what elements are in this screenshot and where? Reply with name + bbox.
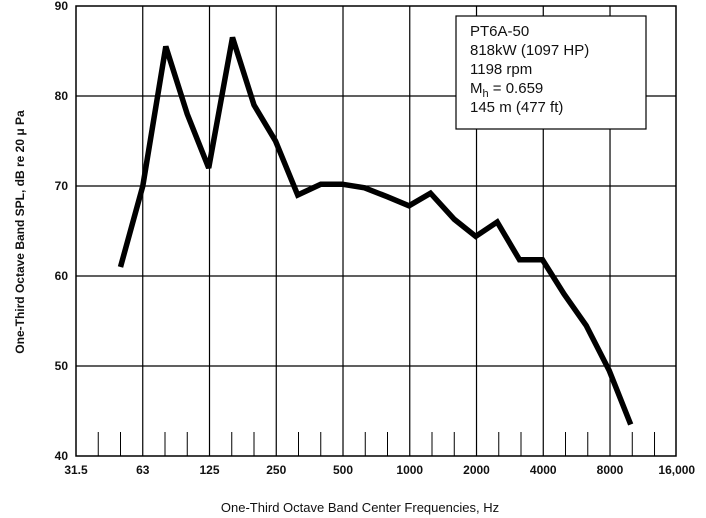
annotation-mach: Mh = 0.659	[470, 80, 543, 100]
y-tick-label: 40	[55, 449, 69, 463]
annotation-rpm: 1198 rpm	[470, 61, 532, 78]
plot-border	[75, 5, 677, 457]
x-axis-title: One-Third Octave Band Center Frequencies…	[221, 500, 499, 515]
tick-labels: 31.5 63 125 250 500 1000 2000 4000 8000 16,000 40 5…	[55, 0, 696, 477]
x-tick-label: 1000	[396, 463, 423, 477]
y-tick-label: 60	[55, 269, 69, 283]
annotation-mach-subscript: h	[483, 88, 489, 100]
x-tick-label: 31.5	[64, 463, 88, 477]
series-line	[117, 36, 634, 426]
y-tick-label: 80	[55, 89, 69, 103]
annotation-border	[455, 15, 647, 130]
x-tick-label: 16,000	[658, 463, 695, 477]
x-tick-label: 4000	[530, 463, 557, 477]
y-axis-title: One-Third Octave Band SPL, dB re 20 μ Pa	[13, 110, 27, 354]
x-tick-label: 500	[333, 463, 353, 477]
data-series	[117, 36, 634, 426]
x-tick-label: 2000	[463, 463, 490, 477]
annotation-altitude: 145 m (477 ft)	[470, 99, 563, 116]
annotation-power: 818kW (1097 HP)	[470, 42, 589, 59]
y-tick-label: 70	[55, 179, 69, 193]
annotation-mach-symbol: M	[470, 80, 483, 97]
x-tick-label: 125	[199, 463, 219, 477]
x-tick-label: 250	[266, 463, 286, 477]
y-tick-label: 90	[55, 0, 69, 13]
x-tick-label: 8000	[597, 463, 624, 477]
y-tick-label: 50	[55, 359, 69, 373]
x-tick-label: 63	[136, 463, 150, 477]
annotation-box: PT6A-50 818kW (1097 HP) 1198 rpm Mh = 0.…	[455, 15, 647, 130]
minor-ticks	[97, 432, 656, 456]
annotation-model: PT6A-50	[470, 23, 529, 40]
annotation-mach-value: = 0.659	[489, 80, 544, 97]
